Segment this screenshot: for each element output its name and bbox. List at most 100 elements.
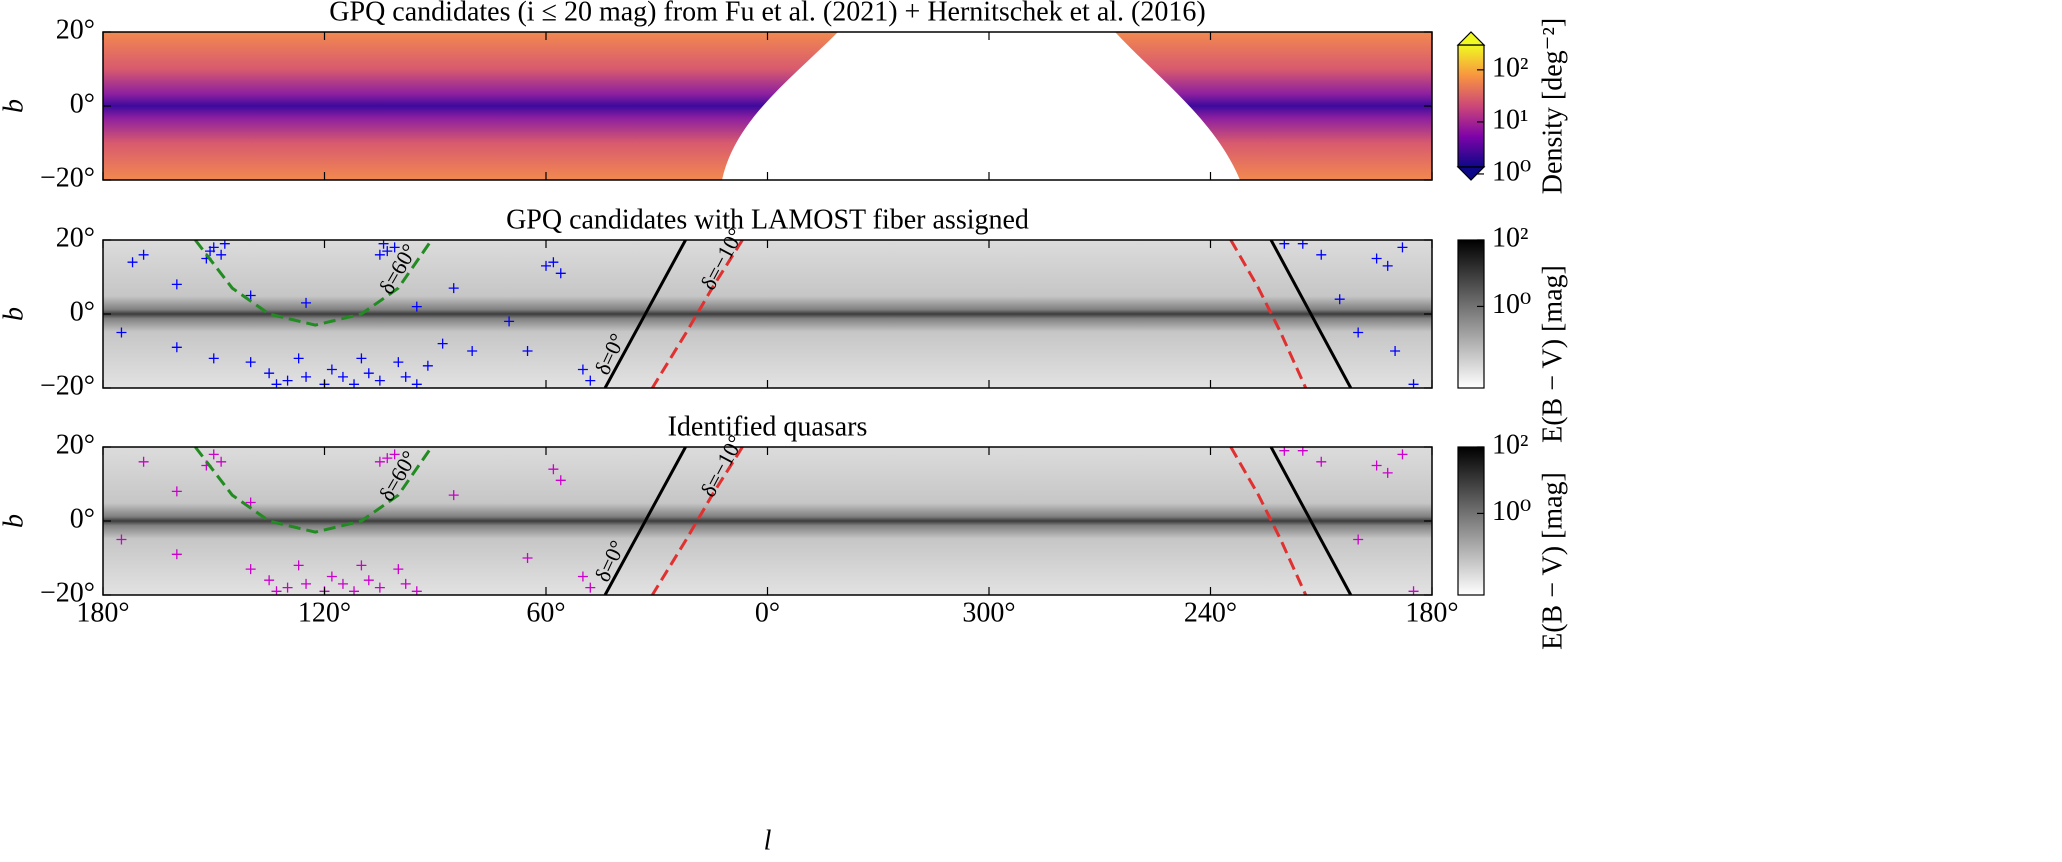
point bbox=[1371, 253, 1382, 264]
colorbar-label: E(B − V) [mag] bbox=[1537, 472, 1568, 650]
point bbox=[467, 346, 478, 356]
point bbox=[422, 360, 433, 371]
point bbox=[448, 490, 459, 501]
point bbox=[374, 375, 385, 386]
point bbox=[245, 357, 256, 368]
point bbox=[171, 486, 182, 497]
y-axis-label: b bbox=[0, 99, 29, 113]
colorbar-tick-label: 10² bbox=[1492, 222, 1528, 253]
declination-line bbox=[1229, 240, 1308, 388]
y-tick-label: 20° bbox=[56, 14, 95, 45]
point bbox=[411, 301, 422, 312]
point bbox=[138, 249, 149, 260]
point bbox=[577, 364, 588, 375]
point bbox=[301, 578, 312, 589]
point bbox=[116, 534, 127, 545]
colorbar-label: Density [deg⁻²] bbox=[1537, 18, 1568, 194]
point bbox=[1334, 294, 1345, 305]
point bbox=[400, 578, 411, 589]
point bbox=[382, 453, 393, 464]
point bbox=[374, 249, 385, 260]
point bbox=[245, 497, 256, 508]
point bbox=[1390, 346, 1401, 356]
point bbox=[337, 371, 348, 382]
point bbox=[504, 316, 515, 327]
point bbox=[356, 560, 367, 571]
point bbox=[1371, 460, 1382, 471]
declination-line bbox=[1229, 447, 1308, 595]
empty-region bbox=[722, 32, 1240, 180]
x-tick-label: 180° bbox=[1405, 597, 1458, 628]
y-tick-label: 0° bbox=[70, 88, 95, 119]
point bbox=[282, 582, 293, 593]
point bbox=[1382, 467, 1393, 478]
point bbox=[138, 456, 149, 467]
declination-line bbox=[651, 240, 744, 388]
panel-title: GPQ candidates with LAMOST fiber assigne… bbox=[506, 204, 1029, 235]
x-tick-label: 240° bbox=[1184, 597, 1237, 628]
point bbox=[1397, 242, 1408, 253]
colorbar bbox=[1457, 239, 1485, 389]
declination-line bbox=[1269, 447, 1353, 595]
x-tick-label: 120° bbox=[298, 597, 351, 628]
point bbox=[522, 553, 533, 563]
dust-map bbox=[103, 447, 1432, 595]
point bbox=[555, 475, 566, 486]
y-tick-label: 0° bbox=[70, 503, 95, 534]
y-tick-label: −20° bbox=[40, 370, 95, 401]
point bbox=[389, 449, 400, 460]
point bbox=[363, 368, 374, 379]
colorbar-tick-label: 10⁰ bbox=[1492, 156, 1531, 187]
point bbox=[245, 290, 256, 301]
point bbox=[522, 346, 533, 356]
point bbox=[326, 571, 337, 582]
point bbox=[282, 375, 293, 386]
colorbar bbox=[1457, 44, 1485, 168]
dust-map bbox=[103, 240, 1432, 388]
point bbox=[448, 283, 459, 294]
colorbar-tick-label: 10⁰ bbox=[1492, 289, 1531, 320]
declination-line bbox=[603, 447, 687, 595]
point bbox=[555, 268, 566, 279]
point bbox=[374, 456, 385, 467]
point bbox=[437, 338, 448, 349]
y-tick-label: 20° bbox=[56, 429, 95, 460]
point bbox=[337, 578, 348, 589]
point bbox=[541, 260, 551, 271]
colorbar bbox=[1457, 446, 1485, 596]
point bbox=[1353, 534, 1364, 545]
y-axis-label: b bbox=[0, 514, 29, 528]
point bbox=[301, 371, 312, 382]
y-tick-label: −20° bbox=[40, 162, 95, 193]
y-tick-label: −20° bbox=[40, 577, 95, 608]
point bbox=[171, 279, 182, 290]
x-tick-label: 60° bbox=[526, 597, 565, 628]
point bbox=[1353, 327, 1364, 338]
x-axis-label: l bbox=[764, 825, 772, 856]
colorbar-extend bbox=[1456, 31, 1486, 46]
colorbar-label: E(B − V) [mag] bbox=[1537, 265, 1568, 443]
point bbox=[216, 456, 227, 467]
declination-line bbox=[194, 447, 433, 534]
point bbox=[245, 564, 256, 575]
point bbox=[264, 575, 275, 586]
point bbox=[171, 549, 182, 560]
point bbox=[208, 449, 219, 460]
point bbox=[548, 464, 559, 475]
point bbox=[301, 297, 312, 308]
point bbox=[400, 371, 411, 382]
x-tick-label: 180° bbox=[76, 597, 129, 628]
point bbox=[363, 575, 374, 586]
point bbox=[585, 375, 596, 386]
point bbox=[548, 257, 559, 268]
colorbar-tick-label: 10² bbox=[1492, 429, 1528, 460]
point bbox=[1316, 456, 1327, 467]
panel bbox=[103, 240, 1432, 388]
declination-line bbox=[1269, 240, 1353, 388]
point bbox=[293, 353, 304, 364]
y-tick-label: 20° bbox=[56, 222, 95, 253]
panel-title: Identified quasars bbox=[668, 411, 868, 442]
panel bbox=[103, 32, 1432, 180]
point bbox=[293, 560, 304, 571]
